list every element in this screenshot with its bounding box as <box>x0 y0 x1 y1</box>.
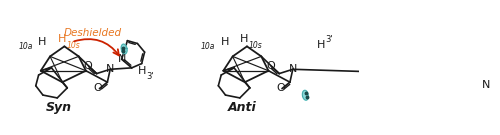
Text: N: N <box>288 64 297 74</box>
Text: N: N <box>118 54 126 64</box>
Polygon shape <box>121 44 127 54</box>
Text: 3': 3' <box>326 35 334 43</box>
Text: N: N <box>106 64 114 74</box>
Text: Anti: Anti <box>228 102 256 114</box>
Text: 10a: 10a <box>201 42 216 51</box>
Text: Syn: Syn <box>46 102 72 114</box>
Text: H: H <box>220 37 229 47</box>
Text: H: H <box>58 34 66 44</box>
Text: O: O <box>266 61 275 71</box>
Polygon shape <box>302 90 308 100</box>
Text: 10a: 10a <box>18 42 33 51</box>
Text: 10s: 10s <box>66 41 80 50</box>
Text: 3': 3' <box>146 72 154 81</box>
Text: N: N <box>482 80 490 90</box>
Text: H: H <box>38 37 46 47</box>
Text: 10s: 10s <box>249 41 263 50</box>
Text: Deshielded: Deshielded <box>64 28 122 38</box>
Text: O: O <box>276 83 285 93</box>
Text: H: H <box>316 40 325 50</box>
Text: H: H <box>138 66 146 76</box>
Text: O: O <box>94 83 102 93</box>
Text: H: H <box>240 34 248 44</box>
Text: O: O <box>84 61 92 71</box>
